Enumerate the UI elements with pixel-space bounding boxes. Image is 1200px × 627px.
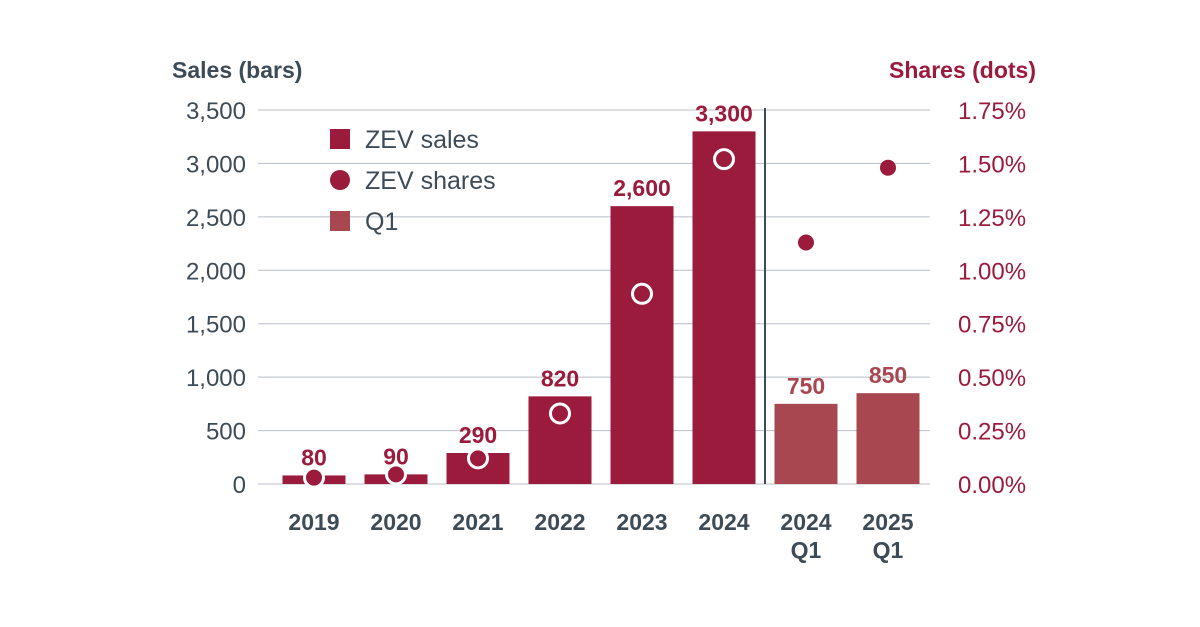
category-label: 2021 xyxy=(452,509,503,535)
right-tick-label: 0.50% xyxy=(958,365,1026,392)
left-tick-label: 0 xyxy=(233,472,246,499)
right-tick-label: 0.75% xyxy=(958,312,1026,339)
right-tick-label: 1.00% xyxy=(958,258,1026,285)
right-axis-title: Shares (dots) xyxy=(889,57,1036,83)
bar-value-label: 80 xyxy=(301,444,327,470)
category-label: 2025 xyxy=(862,509,913,535)
share-dot xyxy=(713,148,735,171)
left-axis-ticks: 0 500 1,000 1,500 2,000 2,500 3,000 3,500 xyxy=(186,98,246,499)
bar-value-label: 820 xyxy=(541,365,579,391)
category-label: 2024 xyxy=(780,509,831,535)
category-label: 2022 xyxy=(534,509,585,535)
bar-value-label: 3,300 xyxy=(695,100,753,126)
share-dot xyxy=(549,402,571,425)
bars xyxy=(282,131,920,484)
left-tick-label: 500 xyxy=(206,419,246,446)
right-tick-label: 1.50% xyxy=(958,151,1026,178)
category-label: 2023 xyxy=(616,509,667,535)
bar-value-label: 750 xyxy=(787,373,825,399)
left-tick-label: 2,500 xyxy=(186,205,246,232)
bar xyxy=(692,131,756,484)
category-label: 2020 xyxy=(370,509,421,535)
legend-label: ZEV shares xyxy=(365,167,496,195)
bar-value-label: 90 xyxy=(383,443,409,469)
right-tick-label: 1.75% xyxy=(958,98,1026,125)
category-label: 2024 xyxy=(698,509,749,535)
bar-value-label: 2,600 xyxy=(613,175,671,201)
bar xyxy=(774,403,838,484)
share-dot xyxy=(303,466,325,489)
right-tick-label: 1.25% xyxy=(958,205,1026,232)
data-labels: 80 90 290 820 2,600 3,300 750 850 xyxy=(301,100,907,470)
bar xyxy=(610,206,674,484)
share-dot xyxy=(631,282,653,305)
share-dot xyxy=(880,159,896,176)
left-tick-label: 1,000 xyxy=(186,365,246,392)
bar-value-label: 850 xyxy=(869,362,907,388)
legend-label: Q1 xyxy=(365,208,398,236)
category-label: 2019 xyxy=(288,509,339,535)
left-axis-title: Sales (bars) xyxy=(172,57,302,83)
share-dots xyxy=(303,148,896,489)
legend: ZEV sales ZEV shares Q1 xyxy=(330,126,496,236)
category-label: Q1 xyxy=(873,537,904,563)
legend-square-marker xyxy=(330,211,350,231)
right-tick-label: 0.00% xyxy=(958,472,1026,499)
right-tick-label: 0.25% xyxy=(958,419,1026,446)
category-label: Q1 xyxy=(791,537,822,563)
share-dot xyxy=(467,447,489,470)
left-tick-label: 1,500 xyxy=(186,312,246,339)
share-dot xyxy=(798,234,814,251)
bar-value-label: 290 xyxy=(459,422,497,448)
left-tick-label: 2,000 xyxy=(186,258,246,285)
bar xyxy=(856,393,920,484)
legend-label: ZEV sales xyxy=(365,126,479,154)
right-axis-ticks: 0.00% 0.25% 0.50% 0.75% 1.00% 1.25% 1.50% 1.75% xyxy=(958,98,1026,499)
left-tick-label: 3,000 xyxy=(186,151,246,178)
left-tick-label: 3,500 xyxy=(186,98,246,125)
gridlines xyxy=(258,109,930,485)
share-dot xyxy=(385,463,407,486)
legend-square-marker xyxy=(330,129,350,149)
legend-circle-marker xyxy=(330,170,350,190)
